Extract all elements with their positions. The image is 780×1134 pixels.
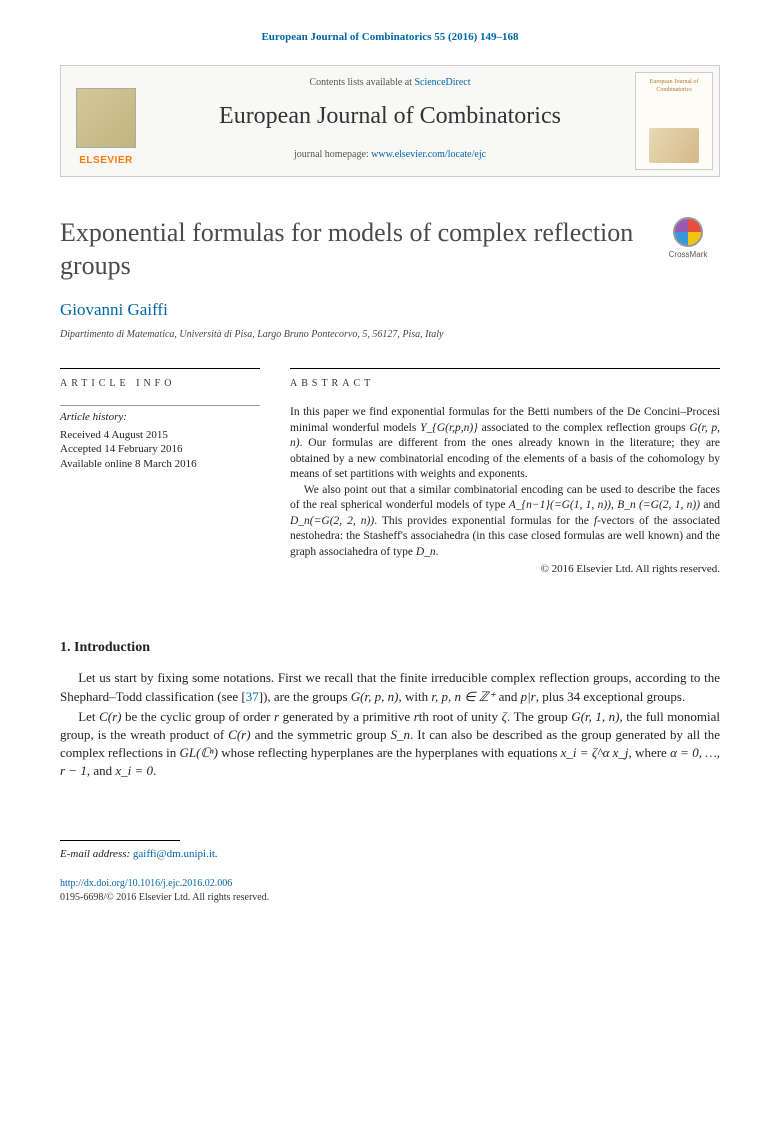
text: . [153, 763, 156, 778]
math: Y_{G(r,p,n)} [420, 422, 478, 434]
abstract-heading: abstract [290, 368, 720, 391]
math: S_n [391, 727, 411, 742]
running-head-citation: European Journal of Combinatorics 55 (20… [60, 30, 720, 45]
footer-separator [60, 840, 180, 841]
abstract-col: abstract In this paper we find exponenti… [290, 368, 720, 578]
page-footer: E-mail address: gaiffi@dm.unipi.it. http… [60, 840, 720, 904]
email-line: E-mail address: gaiffi@dm.unipi.it. [60, 847, 720, 862]
crossmark-icon [673, 217, 703, 247]
text: , and [87, 763, 116, 778]
text: . Our formulas are different from the on… [290, 437, 720, 480]
math: GL(ℂⁿ) [180, 745, 218, 760]
cover-image-icon [649, 128, 699, 163]
math: r, p, n ∈ ℤ⁺ [431, 689, 495, 704]
journal-masthead: ELSEVIER Contents lists available at Sci… [60, 65, 720, 177]
intro-p2: Let C(r) be the cyclic group of order r … [60, 708, 720, 781]
math: C(r) [99, 709, 121, 724]
ref-link-37[interactable]: 37 [246, 689, 259, 704]
math: G(r, 1, n) [571, 709, 619, 724]
journal-cover-thumb: European Journal of Combinatorics [635, 72, 713, 170]
info-abstract-row: article info Article history: Received 4… [60, 368, 720, 578]
section-introduction: 1. Introduction Let us start by fixing s… [60, 638, 720, 781]
crossmark-label: CrossMark [669, 249, 708, 260]
history-received: Received 4 August 2015 [60, 428, 260, 443]
text: be the cyclic group of order [121, 709, 274, 724]
title-row: Exponential formulas for models of compl… [60, 217, 720, 282]
math: x_i = ζ^α x_j [561, 745, 629, 760]
contents-line: Contents lists available at ScienceDirec… [159, 76, 621, 90]
sciencedirect-link[interactable]: ScienceDirect [414, 77, 470, 88]
crossmark-badge[interactable]: CrossMark [656, 217, 720, 260]
doi-line: http://dx.doi.org/10.1016/j.ejc.2016.02.… [60, 877, 720, 891]
text: , where [629, 745, 671, 760]
article-title: Exponential formulas for models of compl… [60, 217, 656, 282]
math: D_n(=G(2, 2, n)) [290, 515, 374, 527]
text: ]), are the groups [259, 689, 351, 704]
author-name[interactable]: Giovanni Gaiffi [60, 298, 720, 322]
author-affiliation: Dipartimento di Matematica, Università d… [60, 328, 720, 342]
text: and [700, 499, 720, 511]
article-history-label: Article history: [60, 405, 260, 425]
text: and [495, 689, 520, 704]
page-container: European Journal of Combinatorics 55 (20… [0, 0, 780, 965]
homepage-prefix: journal homepage: [294, 149, 371, 160]
abstract-p1: In this paper we find exponential formul… [290, 405, 720, 483]
text: . [436, 546, 439, 558]
math: D_n [416, 546, 436, 558]
text: whose reflecting hyperplanes are the hyp… [218, 745, 561, 760]
publisher-logo-block: ELSEVIER [61, 66, 151, 176]
text: , with [398, 689, 431, 704]
doi-link[interactable]: http://dx.doi.org/10.1016/j.ejc.2016.02.… [60, 878, 232, 889]
homepage-link[interactable]: www.elsevier.com/locate/ejc [371, 149, 486, 160]
contents-prefix: Contents lists available at [309, 77, 414, 88]
math: p|r [521, 689, 536, 704]
text: th root of unity [419, 709, 502, 724]
text: . This provides exponential formulas for… [374, 515, 594, 527]
masthead-cover: European Journal of Combinatorics [629, 66, 719, 176]
math: A_{n−1}(=G(1, 1, n)), B_n (=G(2, 1, n)) [509, 499, 700, 511]
math: C(r) [228, 727, 250, 742]
math: G(r, p, n) [351, 689, 399, 704]
text: associated to the complex reflection gro… [478, 422, 690, 434]
text: and the symmetric group [251, 727, 391, 742]
abstract-copyright: © 2016 Elsevier Ltd. All rights reserved… [290, 562, 720, 577]
author-email-link[interactable]: gaiffi@dm.unipi.it [133, 848, 215, 860]
masthead-center: Contents lists available at ScienceDirec… [151, 66, 629, 176]
text: . The group [507, 709, 571, 724]
abstract-text: In this paper we find exponential formul… [290, 405, 720, 560]
article-info-heading: article info [60, 368, 260, 391]
elsevier-tree-icon [76, 88, 136, 148]
intro-p1: Let us start by fixing some notations. F… [60, 669, 720, 705]
text: generated by a primitive [279, 709, 414, 724]
section-heading: 1. Introduction [60, 638, 720, 658]
abstract-p2: We also point out that a similar combina… [290, 483, 720, 561]
article-info-col: article info Article history: Received 4… [60, 368, 260, 578]
history-accepted: Accepted 14 February 2016 [60, 442, 260, 457]
journal-name: European Journal of Combinatorics [159, 100, 621, 134]
issn-copyright: 0195-6698/© 2016 Elsevier Ltd. All right… [60, 891, 720, 905]
homepage-line: journal homepage: www.elsevier.com/locat… [159, 148, 621, 162]
text: Let [78, 709, 99, 724]
elsevier-label: ELSEVIER [79, 154, 132, 168]
cover-title: European Journal of Combinatorics [638, 79, 710, 93]
math: x_i = 0 [115, 763, 153, 778]
email-label: E-mail address: [60, 848, 133, 860]
history-online: Available online 8 March 2016 [60, 457, 260, 472]
text: , plus 34 exceptional groups. [536, 689, 685, 704]
